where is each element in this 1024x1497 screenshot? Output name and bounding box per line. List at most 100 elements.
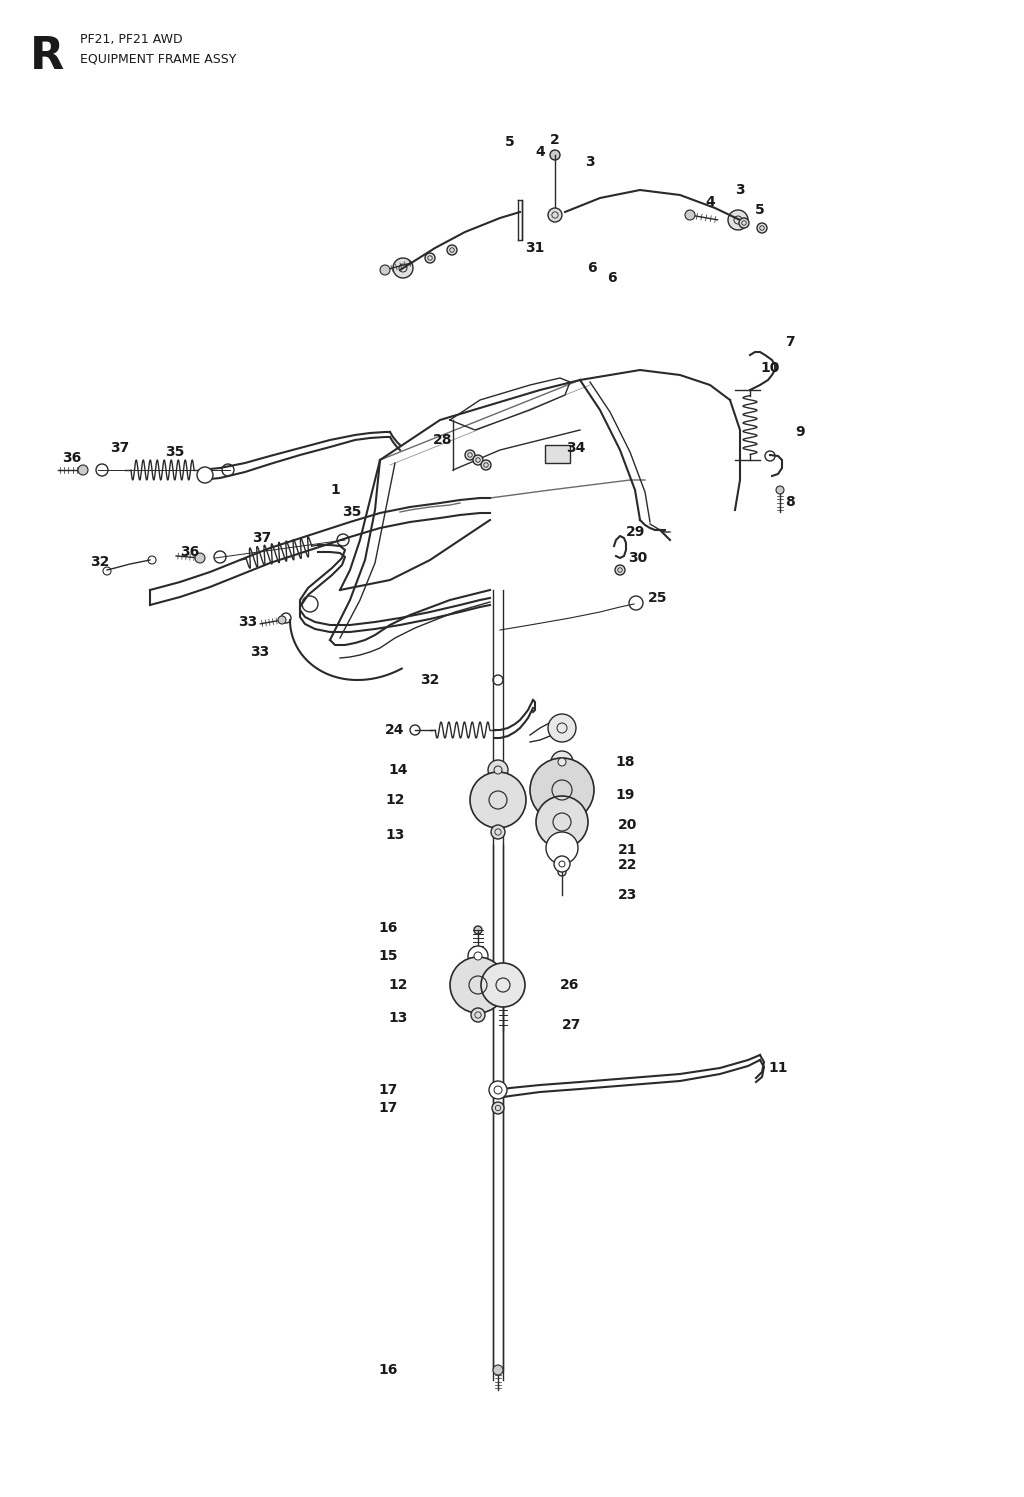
Circle shape [481, 963, 525, 1007]
Text: 3: 3 [585, 156, 595, 169]
Circle shape [281, 612, 291, 623]
Circle shape [278, 615, 286, 624]
Circle shape [765, 451, 775, 461]
Text: 33: 33 [251, 645, 269, 659]
Circle shape [546, 832, 578, 864]
Text: 5: 5 [755, 204, 765, 217]
Circle shape [214, 551, 226, 563]
Text: 13: 13 [388, 1010, 408, 1025]
Text: 13: 13 [385, 828, 404, 841]
Circle shape [629, 596, 643, 609]
Text: 10: 10 [760, 361, 779, 376]
Circle shape [551, 751, 573, 772]
Text: 36: 36 [180, 545, 200, 558]
Text: 30: 30 [629, 551, 647, 564]
Circle shape [78, 466, 88, 475]
Text: 1: 1 [330, 484, 340, 497]
Text: 24: 24 [385, 723, 404, 737]
Circle shape [494, 766, 502, 774]
Text: 8: 8 [785, 496, 795, 509]
Circle shape [757, 223, 767, 234]
Text: 5: 5 [505, 135, 515, 150]
Text: 12: 12 [388, 978, 408, 993]
Circle shape [685, 210, 695, 220]
Circle shape [548, 714, 575, 743]
Text: 27: 27 [562, 1018, 582, 1031]
Text: 26: 26 [560, 978, 580, 993]
Text: 15: 15 [378, 949, 397, 963]
Circle shape [558, 757, 566, 766]
Text: 17: 17 [378, 1082, 397, 1097]
Text: 25: 25 [648, 591, 668, 605]
Text: 21: 21 [618, 843, 638, 856]
Circle shape [557, 723, 567, 734]
Text: 4: 4 [706, 195, 715, 210]
Circle shape [471, 1007, 485, 1022]
Circle shape [494, 1085, 502, 1094]
Circle shape [474, 952, 482, 960]
Text: 20: 20 [618, 817, 638, 832]
Circle shape [103, 567, 111, 575]
Circle shape [489, 1081, 507, 1099]
Bar [545, 445, 570, 463]
Circle shape [465, 451, 475, 460]
Text: 3: 3 [735, 183, 744, 198]
Circle shape [148, 555, 156, 564]
Circle shape [473, 455, 483, 466]
Text: 37: 37 [252, 531, 271, 545]
Circle shape [488, 760, 508, 780]
Circle shape [222, 464, 234, 476]
Circle shape [302, 596, 318, 612]
Text: 35: 35 [342, 504, 361, 519]
Circle shape [493, 1365, 503, 1376]
Text: EQUIPMENT FRAME ASSY: EQUIPMENT FRAME ASSY [80, 52, 237, 64]
Text: 31: 31 [525, 241, 545, 254]
Circle shape [559, 861, 565, 867]
Circle shape [490, 825, 505, 838]
Text: 2: 2 [550, 133, 560, 147]
Circle shape [195, 552, 205, 563]
Text: 14: 14 [388, 763, 408, 777]
Circle shape [447, 246, 457, 254]
Text: PF21, PF21 AWD: PF21, PF21 AWD [80, 33, 182, 46]
Text: 17: 17 [378, 1100, 397, 1115]
Circle shape [380, 265, 390, 275]
Text: 28: 28 [433, 433, 453, 448]
Text: 33: 33 [239, 615, 258, 629]
Text: 29: 29 [627, 525, 646, 539]
Circle shape [530, 757, 594, 822]
Circle shape [410, 725, 420, 735]
Text: 22: 22 [618, 858, 638, 871]
Circle shape [493, 675, 503, 686]
Circle shape [536, 796, 588, 847]
Circle shape [776, 487, 784, 494]
Circle shape [197, 467, 213, 484]
Circle shape [393, 257, 413, 278]
Text: 32: 32 [90, 555, 110, 569]
Circle shape [550, 150, 560, 160]
Circle shape [96, 464, 108, 476]
Circle shape [425, 253, 435, 263]
Text: 37: 37 [111, 442, 130, 455]
Text: 23: 23 [618, 888, 638, 903]
Text: 34: 34 [566, 442, 586, 455]
Text: 12: 12 [385, 793, 404, 807]
Text: 16: 16 [378, 1362, 397, 1377]
Text: 4: 4 [536, 145, 545, 159]
Text: 6: 6 [607, 271, 616, 284]
Circle shape [474, 927, 482, 934]
Text: 36: 36 [62, 451, 82, 466]
Circle shape [615, 564, 625, 575]
Text: 18: 18 [615, 754, 635, 769]
Text: 32: 32 [420, 674, 439, 687]
Circle shape [470, 772, 526, 828]
Text: 16: 16 [378, 921, 397, 936]
Text: 9: 9 [796, 425, 805, 439]
Text: 6: 6 [587, 260, 597, 275]
Circle shape [337, 534, 349, 546]
Text: R: R [30, 34, 65, 78]
Text: 19: 19 [615, 787, 635, 802]
Circle shape [558, 868, 566, 876]
Text: 7: 7 [785, 335, 795, 349]
Text: 35: 35 [165, 445, 184, 460]
